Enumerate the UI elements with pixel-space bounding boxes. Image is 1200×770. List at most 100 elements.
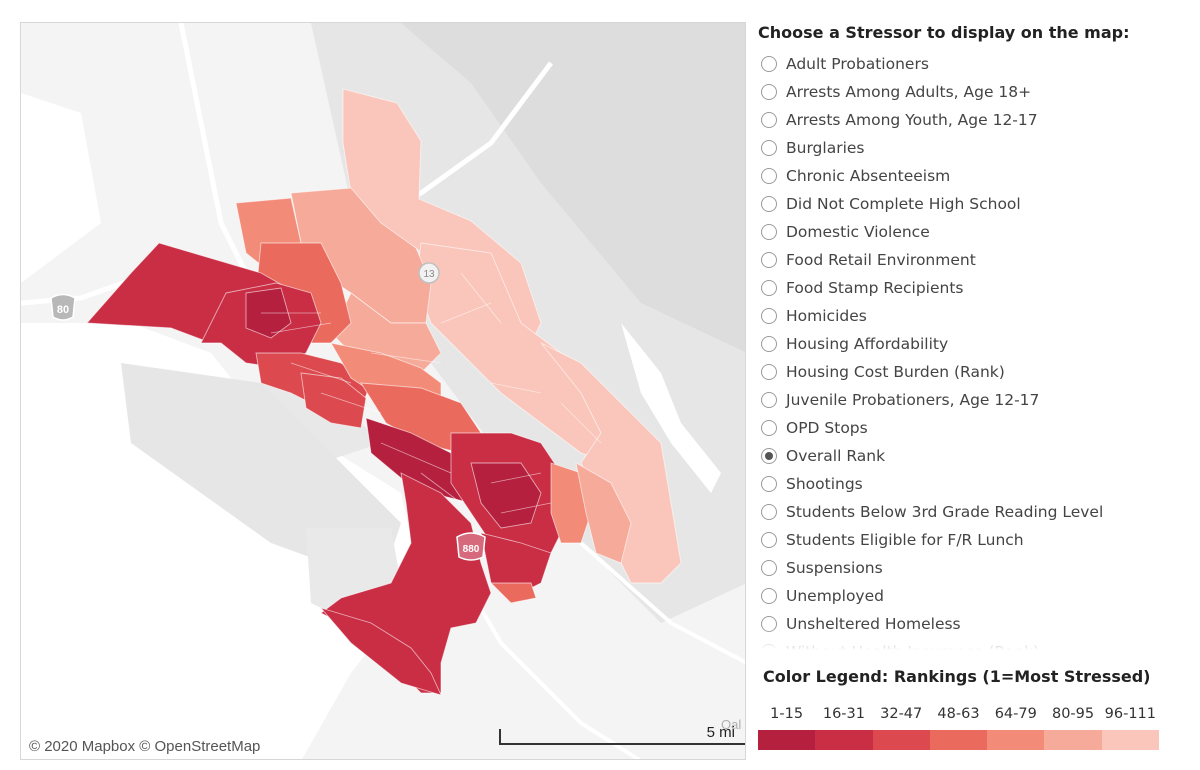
stressor-label: Housing Cost Burden (Rank) <box>786 363 1005 381</box>
tract-boundaries <box>261 272 602 514</box>
radio-button[interactable] <box>761 224 777 240</box>
stressor-option[interactable]: Burglaries <box>761 134 1181 162</box>
stressor-label: Students Eligible for F/R Lunch <box>786 531 1024 549</box>
stressor-label: Burglaries <box>786 139 865 157</box>
radio-button[interactable] <box>761 168 777 184</box>
legend-bin-label: 16-31 <box>822 706 865 722</box>
stressor-panel: Choose a Stressor to display on the map:… <box>757 22 1187 767</box>
reservoir <box>621 323 721 493</box>
stressor-option[interactable]: Suspensions <box>761 554 1181 582</box>
stressor-option[interactable]: Overall Rank <box>761 442 1181 470</box>
tract-airport-south[interactable] <box>319 607 442 696</box>
radio-button[interactable] <box>761 112 777 128</box>
scale-bar-label: 5 mi <box>706 724 735 741</box>
stressor-label: Overall Rank <box>786 447 886 465</box>
stressor-option[interactable]: Unemployed <box>761 582 1181 610</box>
tract-east-oakland-inner[interactable] <box>470 462 542 529</box>
legend-title: Color Legend: Rankings (1=Most Stressed) <box>763 667 1151 686</box>
map-view[interactable]: 80 13 880 Oal © 2020 Mapbox © OpenStreet… <box>20 22 746 760</box>
radio-button[interactable] <box>761 280 777 296</box>
radio-button[interactable] <box>761 476 777 492</box>
i80-shield-label: 80 <box>57 304 69 316</box>
panel-title: Choose a Stressor to display on the map: <box>758 23 1130 42</box>
stressor-label: Homicides <box>786 307 867 325</box>
tract-hills-east[interactable] <box>540 342 682 584</box>
radio-button[interactable] <box>761 196 777 212</box>
legend-bin-label: 32-47 <box>880 706 923 722</box>
map-scale-bar: 5 mi <box>499 724 745 745</box>
bay-water <box>21 93 101 283</box>
legend-labels: 1-15 16-31 32-47 48-63 64-79 80-95 96-111 <box>758 706 1159 722</box>
stressor-option[interactable]: OPD Stops <box>761 414 1181 442</box>
stressor-label: Shootings <box>786 475 863 493</box>
radio-button[interactable] <box>761 84 777 100</box>
map-canvas[interactable]: 80 13 880 Oal <box>21 23 746 760</box>
stressor-label: Arrests Among Adults, Age 18+ <box>786 83 1032 101</box>
stressor-label: Housing Affordability <box>786 335 949 353</box>
stressor-radio-list[interactable]: Adult Probationers Arrests Among Adults, … <box>761 50 1181 650</box>
tract-east-oakland-hills-fringe[interactable] <box>575 462 632 564</box>
radio-button[interactable] <box>761 420 777 436</box>
list-fade <box>761 628 1181 650</box>
stressor-option[interactable]: Students Eligible for F/R Lunch <box>761 526 1181 554</box>
stressor-option[interactable]: Juvenile Probationers, Age 12-17 <box>761 386 1181 414</box>
legend-swatch <box>929 730 988 750</box>
legend-bin-label: 80-95 <box>1051 706 1095 722</box>
radio-button[interactable] <box>761 504 777 520</box>
tract-layer[interactable] <box>86 88 682 696</box>
stressor-option[interactable]: Arrests Among Adults, Age 18+ <box>761 78 1181 106</box>
tract-deep-east-tip[interactable] <box>489 582 537 604</box>
hill-shading-dark <box>401 23 745 353</box>
radio-button[interactable] <box>761 532 777 548</box>
stressor-option[interactable]: Homicides <box>761 302 1181 330</box>
radio-button[interactable] <box>761 56 777 72</box>
radio-button[interactable] <box>761 336 777 352</box>
legend-swatch <box>987 730 1045 750</box>
road-i580 <box>178 23 254 285</box>
stressor-option[interactable]: Food Retail Environment <box>761 246 1181 274</box>
stressor-label: Adult Probationers <box>786 55 929 73</box>
stressor-option[interactable]: Food Stamp Recipients <box>761 274 1181 302</box>
map-attribution[interactable]: © 2020 Mapbox © OpenStreetMap <box>27 738 263 755</box>
legend-bin-label: 1-15 <box>770 706 804 722</box>
stressor-option[interactable]: Shootings <box>761 470 1181 498</box>
legend-swatches <box>758 730 1159 750</box>
stressor-label: Food Stamp Recipients <box>786 279 964 297</box>
radio-button[interactable] <box>761 140 777 156</box>
stressor-label: Domestic Violence <box>786 223 930 241</box>
stressor-label: OPD Stops <box>786 419 868 437</box>
stressor-option[interactable]: Adult Probationers <box>761 50 1181 78</box>
stressor-label: Suspensions <box>786 559 883 577</box>
radio-button[interactable] <box>761 252 777 268</box>
stressor-option[interactable]: Housing Cost Burden (Rank) <box>761 358 1181 386</box>
i880-shield: 880 <box>456 532 486 561</box>
bay-water-south <box>21 323 421 759</box>
radio-button-selected[interactable] <box>761 448 777 464</box>
stressor-option[interactable]: Chronic Absenteeism <box>761 162 1181 190</box>
stressor-label: Chronic Absenteeism <box>786 167 951 185</box>
legend-bin-label: 96-111 <box>1104 706 1156 722</box>
stressor-option[interactable]: Arrests Among Youth, Age 12-17 <box>761 106 1181 134</box>
tract-lower-bottoms[interactable] <box>300 372 367 429</box>
radio-button[interactable] <box>761 588 777 604</box>
radio-button[interactable] <box>761 392 777 408</box>
radio-button[interactable] <box>761 560 777 576</box>
stressor-option[interactable]: Domestic Violence <box>761 218 1181 246</box>
radio-button[interactable] <box>761 364 777 380</box>
i80-shield: 80 <box>50 293 76 321</box>
place-label-partial: Oal <box>721 717 741 732</box>
stressor-option[interactable]: Did Not Complete High School <box>761 190 1181 218</box>
stressor-label: Students Below 3rd Grade Reading Level <box>786 503 1104 521</box>
legend-swatch <box>1044 730 1102 750</box>
legend-bin-label: 64-79 <box>994 706 1037 722</box>
stressor-label: Arrests Among Youth, Age 12-17 <box>786 111 1038 129</box>
hwy13-shield: 13 <box>418 262 440 284</box>
legend-swatch <box>815 730 873 750</box>
hwy13-shield-label: 13 <box>423 269 435 280</box>
stressor-option[interactable]: Students Below 3rd Grade Reading Level <box>761 498 1181 526</box>
stressor-label: Juvenile Probationers, Age 12-17 <box>786 391 1040 409</box>
stressor-option[interactable]: Housing Affordability <box>761 330 1181 358</box>
radio-button[interactable] <box>761 308 777 324</box>
i880-shield-label: 880 <box>463 544 480 555</box>
road-i580-east <box>579 541 745 665</box>
